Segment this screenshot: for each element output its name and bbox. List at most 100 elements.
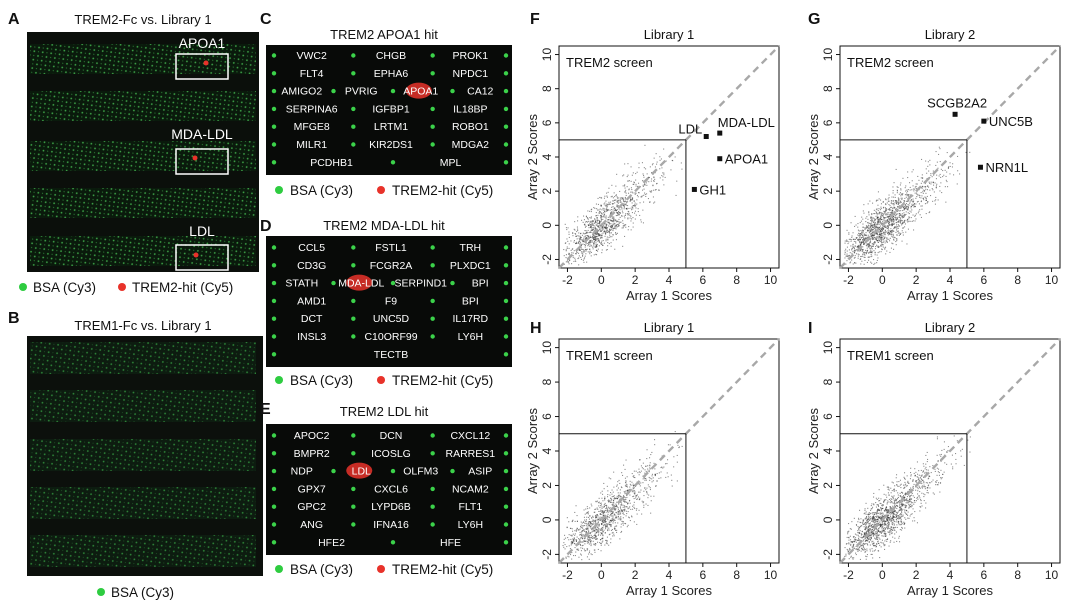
data-point bbox=[644, 478, 646, 480]
data-point bbox=[606, 209, 608, 211]
data-point bbox=[625, 481, 627, 483]
bsa-spot bbox=[503, 486, 509, 492]
data-point bbox=[844, 252, 846, 254]
data-point bbox=[910, 492, 912, 494]
data-point bbox=[602, 519, 604, 521]
data-point bbox=[881, 529, 883, 531]
y-tick-label: -2 bbox=[540, 549, 554, 560]
data-point bbox=[886, 507, 888, 509]
data-point bbox=[601, 252, 603, 254]
data-point bbox=[587, 210, 589, 212]
data-point bbox=[896, 474, 898, 476]
data-point bbox=[894, 516, 896, 518]
data-point bbox=[622, 222, 624, 224]
data-point bbox=[594, 226, 596, 228]
data-point bbox=[890, 512, 892, 514]
data-point bbox=[627, 205, 629, 207]
y-tick-label: -2 bbox=[540, 254, 554, 265]
data-point bbox=[870, 219, 872, 221]
data-point bbox=[609, 520, 611, 522]
data-point bbox=[936, 484, 938, 486]
data-point bbox=[880, 510, 882, 512]
x-tick-label: 0 bbox=[879, 273, 886, 287]
data-point bbox=[884, 229, 886, 231]
data-point bbox=[866, 227, 868, 229]
data-point bbox=[628, 180, 630, 182]
data-point bbox=[847, 533, 849, 535]
data-point bbox=[879, 515, 881, 517]
data-point bbox=[610, 228, 612, 230]
data-point bbox=[854, 539, 856, 541]
data-point bbox=[892, 496, 894, 498]
data-point bbox=[570, 534, 572, 536]
data-point bbox=[890, 498, 892, 500]
bsa-spot bbox=[351, 263, 356, 268]
bsa-spot bbox=[503, 504, 509, 509]
data-point bbox=[916, 486, 918, 488]
data-point bbox=[647, 468, 649, 470]
data-point bbox=[618, 495, 620, 497]
data-point bbox=[881, 237, 883, 239]
data-point bbox=[890, 526, 892, 528]
data-point bbox=[591, 524, 593, 526]
data-point bbox=[889, 233, 891, 235]
data-point bbox=[900, 487, 902, 489]
data-point bbox=[600, 523, 602, 525]
data-point bbox=[921, 474, 923, 476]
data-point bbox=[888, 221, 890, 223]
data-point bbox=[611, 519, 613, 521]
data-point bbox=[590, 545, 592, 547]
data-point bbox=[857, 532, 859, 534]
data-point bbox=[897, 186, 899, 188]
data-point bbox=[612, 206, 614, 208]
data-point bbox=[931, 188, 933, 190]
data-point bbox=[955, 463, 957, 465]
data-point bbox=[919, 209, 921, 211]
data-point bbox=[894, 216, 896, 218]
data-point bbox=[874, 222, 876, 224]
data-point bbox=[868, 259, 870, 261]
data-point bbox=[604, 210, 606, 212]
data-point bbox=[853, 250, 855, 252]
data-point bbox=[674, 431, 676, 433]
data-point bbox=[608, 187, 610, 189]
gene-label: LY6H bbox=[458, 331, 484, 343]
data-point bbox=[946, 181, 948, 183]
data-point bbox=[943, 174, 945, 176]
data-point bbox=[898, 516, 900, 518]
data-point bbox=[619, 199, 621, 201]
data-point bbox=[623, 464, 625, 466]
data-point bbox=[867, 236, 869, 238]
panel-letter: H bbox=[530, 320, 542, 337]
data-point bbox=[935, 481, 937, 483]
data-point bbox=[597, 209, 599, 211]
data-point bbox=[636, 508, 638, 510]
data-point bbox=[656, 163, 658, 165]
data-point bbox=[927, 492, 929, 494]
data-point bbox=[617, 220, 619, 222]
data-point bbox=[901, 210, 903, 212]
gene-label: UNC5D bbox=[373, 313, 410, 325]
data-point bbox=[880, 203, 882, 205]
data-point bbox=[581, 522, 583, 524]
data-point bbox=[601, 532, 603, 534]
bsa-spot bbox=[271, 451, 277, 456]
data-point bbox=[917, 490, 919, 492]
data-point bbox=[851, 252, 853, 254]
data-point bbox=[873, 238, 875, 240]
data-point bbox=[620, 507, 622, 509]
data-point bbox=[869, 539, 871, 541]
data-point bbox=[568, 247, 570, 249]
data-point bbox=[874, 512, 876, 514]
data-point bbox=[887, 225, 889, 227]
data-point bbox=[893, 510, 895, 512]
data-point bbox=[876, 533, 878, 535]
data-point bbox=[596, 243, 598, 245]
bsa-spot bbox=[503, 71, 509, 76]
data-point bbox=[608, 508, 610, 510]
data-point bbox=[603, 510, 605, 512]
data-point bbox=[858, 532, 860, 534]
data-point bbox=[967, 439, 969, 441]
data-point bbox=[856, 539, 858, 541]
data-point bbox=[653, 176, 655, 178]
